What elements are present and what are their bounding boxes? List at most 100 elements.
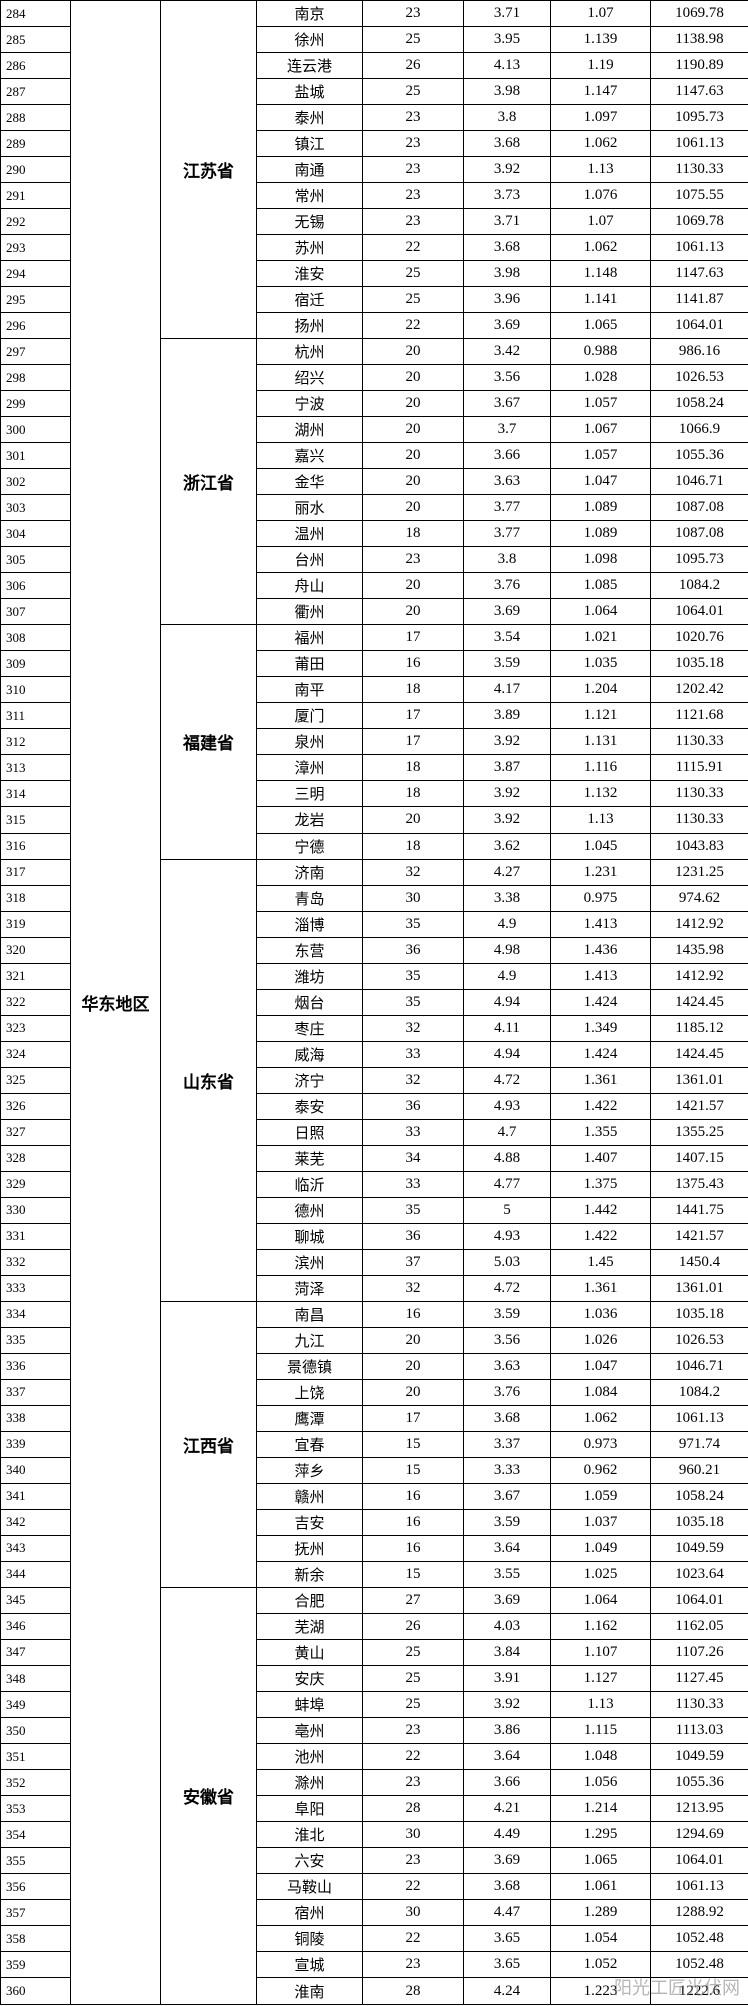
value-c: 1.049: [550, 1534, 651, 1562]
row-number: 307: [0, 598, 71, 626]
table-row: 302 金华 20 3.63 1.047 1046.71: [0, 468, 748, 496]
value-d: 1355.25: [650, 1118, 748, 1146]
value-a: 17: [362, 624, 464, 652]
city: 安庆: [256, 1664, 363, 1693]
value-a: 16: [362, 650, 464, 678]
row-number: 303: [0, 494, 71, 522]
row-number: 295: [0, 286, 71, 314]
value-c: 1.19: [550, 52, 651, 80]
value-a: 23: [362, 1717, 464, 1745]
value-d: 1421.57: [650, 1222, 748, 1250]
row-number: 322: [0, 988, 71, 1016]
city: 新余: [256, 1560, 363, 1588]
watermark: 阳光工匠光伏网: [614, 1978, 740, 1999]
table-row: 352 滁州 23 3.66 1.056 1055.36: [0, 1769, 748, 1797]
value-b: 4.17: [463, 676, 551, 704]
row-number: 323: [0, 1014, 71, 1042]
value-b: 3.76: [463, 572, 551, 600]
city: 三明: [256, 780, 363, 808]
value-a: 20: [362, 806, 464, 834]
value-a: 23: [362, 208, 464, 236]
row-number: 349: [0, 1691, 71, 1719]
row-number: 315: [0, 806, 71, 834]
value-b: 4.93: [463, 1222, 551, 1250]
table-row: 355 六安 23 3.69 1.065 1064.01: [0, 1847, 748, 1875]
table-row: 304 温州 18 3.77 1.089 1087.08: [0, 520, 748, 548]
value-c: 1.064: [550, 1586, 651, 1614]
value-a: 32: [362, 1066, 464, 1094]
value-d: 1361.01: [650, 1066, 748, 1094]
value-a: 15: [362, 1430, 464, 1458]
table-row: 331 聊城 36 4.93 1.422 1421.57: [0, 1222, 748, 1250]
row-number: 305: [0, 546, 71, 574]
value-c: 1.162: [550, 1612, 651, 1640]
row-number: 357: [0, 1899, 71, 1927]
row-number: 304: [0, 520, 71, 548]
value-a: 20: [362, 364, 464, 392]
value-c: 1.139: [550, 26, 651, 54]
value-c: 1.089: [550, 520, 651, 548]
city: 丽水: [256, 494, 363, 522]
value-b: 3.33: [463, 1456, 551, 1484]
value-b: 3.68: [463, 1873, 551, 1901]
value-b: 3.59: [463, 1300, 551, 1328]
value-d: 1138.98: [650, 26, 748, 54]
value-d: 1026.53: [650, 364, 748, 392]
value-d: 1107.26: [650, 1638, 748, 1667]
value-d: 1084.2: [650, 572, 748, 600]
value-b: 3.71: [463, 208, 551, 236]
value-c: 1.059: [550, 1482, 651, 1510]
value-c: 1.422: [550, 1092, 651, 1120]
value-d: 1130.33: [650, 806, 748, 834]
value-d: 1046.71: [650, 1352, 748, 1380]
table-row: 312 泉州 17 3.92 1.131 1130.33: [0, 728, 748, 756]
city: 聊城: [256, 1222, 363, 1250]
value-d: 1066.9: [650, 416, 748, 444]
province: 安徽省: [160, 1586, 257, 2006]
value-d: 1231.25: [650, 858, 748, 886]
value-b: 3.76: [463, 1378, 551, 1406]
value-a: 36: [362, 1222, 464, 1250]
value-a: 30: [362, 884, 464, 912]
value-d: 1049.59: [650, 1534, 748, 1562]
row-number: 285: [0, 26, 71, 54]
value-a: 25: [362, 260, 464, 288]
value-d: 1424.45: [650, 988, 748, 1016]
value-a: 30: [362, 1899, 464, 1927]
city: 六安: [256, 1847, 363, 1875]
value-c: 1.084: [550, 1378, 651, 1406]
value-c: 1.116: [550, 754, 651, 782]
table-row: 289 镇江 23 3.68 1.062 1061.13: [0, 130, 748, 158]
value-c: 1.067: [550, 416, 651, 444]
value-b: 3.67: [463, 390, 551, 418]
value-d: 1412.92: [650, 910, 748, 938]
value-a: 23: [362, 1847, 464, 1875]
value-d: 1450.4: [650, 1248, 748, 1276]
table-row: 308 福建省 福州 17 3.54 1.021 1020.76: [0, 624, 748, 860]
value-c: 1.407: [550, 1144, 651, 1172]
row-number: 313: [0, 754, 71, 782]
row-number: 316: [0, 832, 71, 860]
table-row: 357 宿州 30 4.47 1.289 1288.92: [0, 1899, 748, 1927]
value-a: 36: [362, 1092, 464, 1120]
value-a: 23: [362, 130, 464, 158]
value-a: 36: [362, 936, 464, 964]
value-b: 4.88: [463, 1144, 551, 1172]
value-d: 1020.76: [650, 624, 748, 652]
table-row: 292 无锡 23 3.71 1.07 1069.78: [0, 208, 748, 236]
value-b: 4.49: [463, 1821, 551, 1849]
value-a: 22: [362, 234, 464, 262]
value-c: 1.13: [550, 156, 651, 184]
value-c: 0.988: [550, 338, 651, 366]
value-a: 18: [362, 520, 464, 548]
table-row: 318 青岛 30 3.38 0.975 974.62: [0, 884, 748, 912]
row-number: 301: [0, 442, 71, 470]
city: 连云港: [256, 52, 363, 80]
city: 宁德: [256, 832, 363, 860]
value-c: 1.127: [550, 1664, 651, 1693]
value-a: 34: [362, 1144, 464, 1172]
city: 莱芜: [256, 1144, 363, 1172]
city: 莆田: [256, 650, 363, 678]
value-d: 1202.42: [650, 676, 748, 704]
row-number: 298: [0, 364, 71, 392]
